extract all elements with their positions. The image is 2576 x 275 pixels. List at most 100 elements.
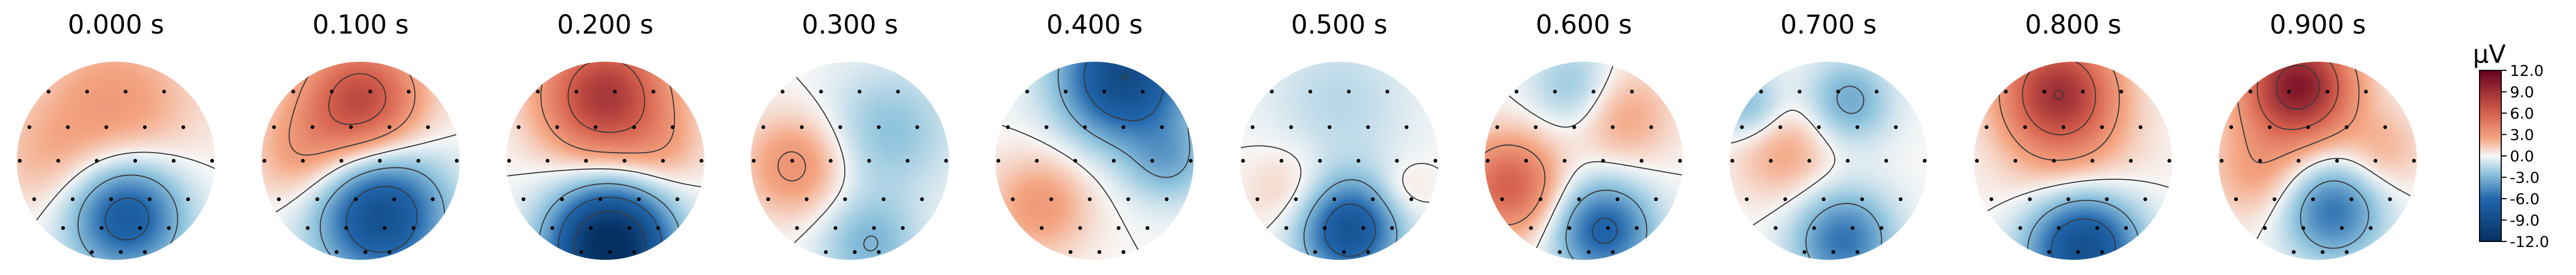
sensor-dot [1990, 198, 1994, 201]
topomap-title: 0.900 s [2270, 10, 2366, 40]
sensor-dot [1529, 226, 1533, 230]
sensor-dot [2100, 250, 2104, 254]
sensor-dot [661, 159, 665, 163]
sensor-dot [1251, 125, 1254, 129]
topomap-title: 0.800 s [2025, 10, 2121, 40]
sensor-dot [1011, 198, 1015, 201]
sensor-dot [536, 90, 540, 94]
sensor-dot [143, 250, 147, 254]
sensor-dot [426, 125, 430, 129]
topomap-title: 0.700 s [1781, 10, 1877, 40]
sensor-dot [1255, 198, 1259, 201]
topomap-field [1730, 62, 1928, 260]
sensor-dot [2014, 159, 2017, 163]
sensor-dot [2369, 226, 2373, 230]
sensor-dot [700, 159, 703, 163]
sensor-dot [368, 90, 372, 94]
sensor-dot [354, 198, 358, 201]
sensor-dot [1294, 198, 1298, 201]
sensor-dot [2095, 226, 2099, 230]
sensor-dot [2105, 198, 2109, 201]
sensor-dot [1141, 90, 1144, 94]
sensor-dot [1524, 159, 1528, 163]
sensor-dot [2042, 90, 2046, 94]
sensor-dot [167, 226, 171, 230]
sensor-dot [1860, 198, 1864, 201]
topomap-title: 0.400 s [1046, 10, 1143, 40]
sensor-dot [2340, 226, 2344, 230]
sensor-dot [1280, 159, 1284, 163]
sensor-dot [100, 226, 103, 230]
sensor-dot [143, 125, 147, 129]
sensor-dot [1025, 90, 1029, 94]
sensor-dot [752, 159, 756, 163]
sensor-dot [71, 198, 75, 201]
topomap-title: 0.200 s [557, 10, 653, 40]
sensor-dot [632, 250, 636, 254]
sensor-dot [2028, 198, 2032, 201]
sensor-dot [383, 226, 386, 230]
sensor-dot [791, 159, 794, 163]
sensor-dot [210, 159, 214, 163]
colorbar-tick-label: -3.0 [2510, 169, 2540, 187]
sensor-dot [1434, 159, 1438, 163]
sensor-dot [1395, 159, 1399, 163]
sensor-dot [1539, 198, 1543, 201]
sensor-dot [637, 198, 641, 201]
sensor-dot [761, 125, 765, 129]
sensor-dot [2258, 159, 2262, 163]
sensor-dot [1601, 159, 1605, 163]
sensor-dot [1759, 90, 1763, 94]
sensor-dot [1778, 125, 1782, 129]
sensor-dot [61, 226, 65, 230]
sensor-dot [2306, 125, 2310, 129]
sensor-dot [1035, 159, 1039, 163]
sensor-dot [1880, 226, 1884, 230]
sensor-dot [340, 159, 344, 163]
sensor-dot [315, 198, 319, 201]
sensor-dot [186, 198, 190, 201]
sensor-dot [148, 198, 152, 201]
sensor-dot [2335, 159, 2339, 163]
sensor-dot [1894, 125, 1898, 129]
sensor-dot [1309, 90, 1312, 94]
sensor-dot [858, 90, 862, 94]
sensor-dot [105, 125, 108, 129]
topomap-title: 0.300 s [802, 10, 898, 40]
sensor-dot [95, 159, 99, 163]
sensor-dot [546, 159, 549, 163]
sensor-dot [819, 90, 823, 94]
sensor-dot [56, 159, 60, 163]
sensor-dot [1069, 250, 1072, 254]
sensor-dot [824, 250, 828, 254]
topomap-field [262, 62, 461, 260]
sensor-dot [2067, 198, 2070, 201]
sensor-dot [1486, 159, 1490, 163]
sensor-dot [392, 198, 396, 201]
sensor-dot [517, 125, 521, 129]
sensor-dot [901, 226, 905, 230]
sensor-dot [1127, 198, 1130, 201]
sensor-dot [1606, 226, 1610, 230]
sensor-dot [2090, 159, 2094, 163]
sensor-dot [1822, 198, 1826, 201]
sensor-dot [2263, 226, 2267, 230]
sensor-dot [1404, 125, 1408, 129]
topomap-1: 0.100 s [262, 10, 461, 260]
sensor-dot [551, 226, 554, 230]
sensor-dot [344, 226, 348, 230]
sensor-dot [417, 159, 420, 163]
sensor-dot [1241, 159, 1245, 163]
colorbar-tick-label: 12.0 [2510, 62, 2543, 80]
sensor-dot [2100, 125, 2104, 129]
sensor-dot [1553, 90, 1557, 94]
sensor-dot [1514, 90, 1518, 94]
sensor-dot [781, 90, 785, 94]
sensor-dot [1289, 125, 1293, 129]
colorbar-tick-label: 6.0 [2510, 104, 2534, 122]
sensor-dot [1855, 125, 1859, 129]
sensor-dot [349, 125, 353, 129]
sensor-dot [1885, 159, 1888, 163]
topomap-title: 0.600 s [1536, 10, 1632, 40]
topomap-5: 0.500 s [1240, 10, 1439, 260]
